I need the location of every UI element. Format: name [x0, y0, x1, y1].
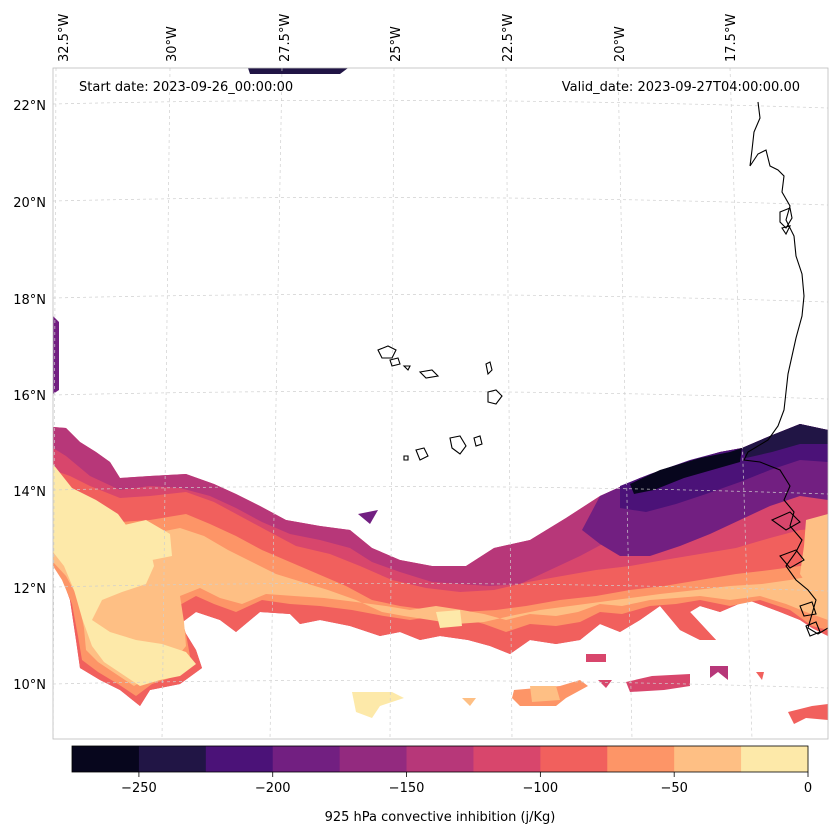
- island-santa-luzia: [402, 365, 411, 371]
- colorbar-swatch-4: [339, 746, 408, 772]
- colorbar: −250 −200 −150 −100 −50 0 925 hPa convective …: [71, 745, 812, 825]
- longitude-labels: 32.5°W 30°W 27.5°W 25°W 22.5°W 20°W 17.5…: [57, 14, 739, 62]
- island-fogo: [415, 447, 429, 461]
- lon-label-3: 25°W: [389, 26, 404, 62]
- colorbar-tick-label-1: −200: [255, 781, 291, 796]
- cin-cell-3: [530, 686, 560, 702]
- colorbar-ticks: −250 −200 −150 −100 −50 0: [121, 772, 812, 796]
- island-sao-vicente: [389, 357, 401, 367]
- cin-cell-8: [462, 698, 476, 706]
- coastline-islet: [781, 225, 792, 236]
- colorbar-tick-label-5: 0: [804, 781, 812, 796]
- map-panel: Start date: 2023-09-26_00:00:00 Valid_da…: [13, 14, 829, 740]
- colorbar-tick-label-2: −150: [389, 781, 425, 796]
- parallel-20n: [53, 196, 828, 206]
- lon-label-1: 30°W: [165, 26, 180, 62]
- lat-label-2: 18°N: [13, 293, 46, 308]
- colorbar-swatch-7: [540, 746, 608, 772]
- coastline-bissagos-3: [805, 621, 821, 637]
- colorbar-swatch-0: [72, 746, 140, 772]
- cin-band-darkest-east: [742, 424, 828, 458]
- cin-band-peach-east: [800, 514, 828, 592]
- parallel-18n: [53, 293, 828, 303]
- start-date-text: Start date: 2023-09-26_00:00:00: [79, 80, 293, 95]
- lon-label-2: 27.5°W: [278, 14, 293, 62]
- cin-band-left-edge: [53, 316, 59, 394]
- cin-cell-4: [626, 674, 690, 692]
- coastline-bissagos-2: [799, 601, 817, 617]
- cin-cell-10: [756, 672, 764, 680]
- island-maio: [473, 435, 483, 447]
- colorbar-swatch-6: [473, 746, 541, 772]
- coastline-bay: [779, 207, 793, 229]
- coastlines: [377, 101, 828, 637]
- cin-band-yellow-west: [53, 464, 196, 686]
- cin-band-salmon: [53, 470, 828, 706]
- colorbar-swatch-2: [205, 746, 274, 772]
- colorbar-swatch-8: [607, 746, 675, 772]
- meridian-25w: [389, 68, 395, 739]
- colorbar-swatch-5: [406, 746, 474, 772]
- cin-cell-5: [710, 666, 728, 680]
- colorbar-tick-label-0: −250: [121, 781, 157, 796]
- cin-cell-7: [352, 692, 404, 718]
- island-santo-antao: [377, 345, 397, 359]
- lon-label-4: 22.5°W: [501, 14, 516, 62]
- cin-cell-11: [358, 510, 378, 524]
- colorbar-frame: [71, 745, 809, 773]
- parallel-10n: [53, 679, 828, 689]
- lat-label-6: 10°N: [13, 678, 46, 693]
- cin-band-black: [630, 448, 742, 494]
- lon-label-6: 17.5°W: [724, 14, 739, 62]
- cin-filled-contours: [53, 68, 828, 724]
- island-brava: [403, 455, 409, 461]
- meridian-32-5w: [53, 68, 57, 739]
- island-sal: [485, 361, 493, 376]
- lat-label-1: 20°N: [13, 196, 46, 211]
- colorbar-swatch-9: [674, 746, 742, 772]
- cin-band-yellow-patch-2: [436, 610, 462, 628]
- island-boa-vista: [487, 389, 503, 405]
- parallel-14n: [53, 485, 828, 495]
- colorbar-label: 925 hPa convective inhibition (j/Kg): [325, 810, 556, 825]
- graticule: [53, 68, 828, 739]
- coastline-gambia: [770, 511, 801, 531]
- meridian-30w: [161, 68, 171, 739]
- valid-date-text: Valid_date: 2023-09-27T04:00:00.00: [562, 80, 800, 95]
- colorbar-swatch-1: [138, 746, 207, 772]
- parallel-22n: [53, 99, 828, 109]
- colorbar-tick-label-4: −50: [660, 781, 687, 796]
- cin-band-dark-top: [248, 68, 348, 74]
- cin-band-yellow-patch-1: [120, 520, 172, 560]
- island-santiago: [449, 435, 467, 455]
- map-frame: [52, 67, 829, 740]
- colorbar-swatch-10: [741, 746, 809, 772]
- colorbar-tick-label-3: −100: [523, 781, 559, 796]
- cin-cell-9: [788, 704, 828, 724]
- meridian-22-5w: [505, 68, 513, 739]
- meridian-17-5w: [729, 68, 753, 739]
- parallel-16n: [53, 390, 828, 400]
- lon-label-5: 20°W: [613, 26, 628, 62]
- lat-label-0: 22°N: [13, 99, 46, 114]
- lat-label-4: 14°N: [13, 485, 46, 500]
- meridian-27-5w: [269, 68, 283, 739]
- lat-label-3: 16°N: [13, 389, 46, 404]
- island-sao-nicolau: [418, 369, 440, 379]
- cin-cell-1: [586, 654, 606, 662]
- colorbar-swatch-3: [272, 746, 341, 772]
- colorbar-swatches: [72, 746, 809, 772]
- parallel-12n: [53, 582, 828, 592]
- coastline-africa: [743, 101, 828, 635]
- meridian-20w: [617, 68, 633, 739]
- latitude-labels: 22°N 20°N 18°N 16°N 14°N 12°N 10°N: [13, 99, 46, 693]
- coastline-bissagos-1: [779, 549, 805, 569]
- lat-label-5: 12°N: [13, 582, 46, 597]
- lon-label-0: 32.5°W: [57, 14, 72, 62]
